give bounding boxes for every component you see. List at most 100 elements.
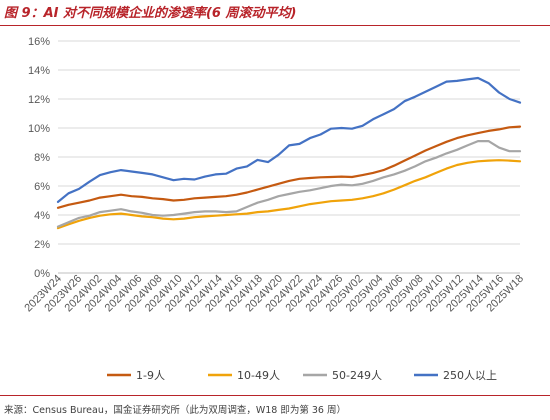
data-point [508,98,510,100]
data-point [109,213,111,215]
data-point [477,160,479,162]
data-point [298,191,300,193]
data-point [330,176,332,178]
y-tick-label: 6% [34,181,50,193]
data-point [183,199,185,201]
data-point [183,178,185,180]
data-point [141,215,143,217]
data-point [267,161,269,163]
data-point [403,170,405,172]
data-point [372,180,374,182]
data-point [393,165,395,167]
data-point [288,207,290,209]
source-rule [0,395,550,396]
data-point [456,80,458,82]
data-point [214,196,216,198]
data-point [256,159,258,161]
data-point [435,172,437,174]
data-point [487,82,489,84]
data-point [403,184,405,186]
data-point [162,215,164,217]
data-point [141,172,143,174]
data-point [172,179,174,181]
data-point [277,209,279,211]
title-rule [0,25,550,26]
data-point [466,144,468,146]
data-point [466,134,468,136]
data-point [498,146,500,148]
data-point [340,183,342,185]
y-tick-label: 8% [34,152,50,164]
data-point [193,211,195,213]
data-point [183,212,185,214]
legend-label: 50-249人 [332,369,382,382]
data-point [498,128,500,130]
legend-item-1: 1-9人 [107,369,165,382]
data-point [172,214,174,216]
plot-area [56,76,522,230]
data-point [204,197,206,199]
figure-title: 图 9：AI 对不同规模企业的渗透率(6 周滚动平均) [4,6,297,21]
data-point [351,184,353,186]
data-point [141,212,143,214]
data-point [88,181,90,183]
source-note: 来源：Census Bureau，国金证券研究所（此为双周调查，W18 即为第 … [4,405,346,416]
data-point [130,195,132,197]
data-point [351,176,353,178]
y-tick-label: 0% [34,268,50,280]
data-point [361,183,363,185]
data-point [57,201,59,203]
legend-label: 10-49人 [237,369,280,382]
data-point [435,157,437,159]
data-point [372,118,374,120]
data-point [435,145,437,147]
data-point [319,176,321,178]
data-point [330,128,332,130]
data-point [508,160,510,162]
data-point [403,100,405,102]
data-point [445,141,447,143]
series-1 [56,125,522,209]
data-point [424,91,426,93]
data-point [88,215,90,217]
data-point [288,180,290,182]
data-point [372,172,374,174]
data-point [120,194,122,196]
data-point [78,188,80,190]
data-point [351,199,353,201]
data-point [67,204,69,206]
data-point [193,216,195,218]
data-point [151,216,153,218]
data-point [246,212,248,214]
data-point [214,215,216,217]
data-point [162,176,164,178]
data-point [99,215,101,217]
data-point [477,132,479,134]
data-point [477,77,479,79]
x-axis: 2023W242023W262024W022024W042024W062024W… [22,272,526,314]
data-point [403,160,405,162]
data-point [204,215,206,217]
data-point [225,214,227,216]
series-line [56,125,522,209]
data-point [456,149,458,151]
data-point [277,183,279,185]
data-point [309,189,311,191]
data-point [288,193,290,195]
data-point [120,208,122,210]
series-line [56,159,522,230]
data-point [456,164,458,166]
data-point [498,91,500,93]
data-point [99,211,101,213]
data-point [414,165,416,167]
legend-item-4: 250人以上 [414,369,497,382]
data-point [382,113,384,115]
data-point [78,202,80,204]
data-point [78,220,80,222]
data-point [487,130,489,132]
data-point [424,160,426,162]
data-point [120,169,122,171]
series-3 [56,140,522,228]
data-point [298,143,300,145]
data-point [193,197,195,199]
